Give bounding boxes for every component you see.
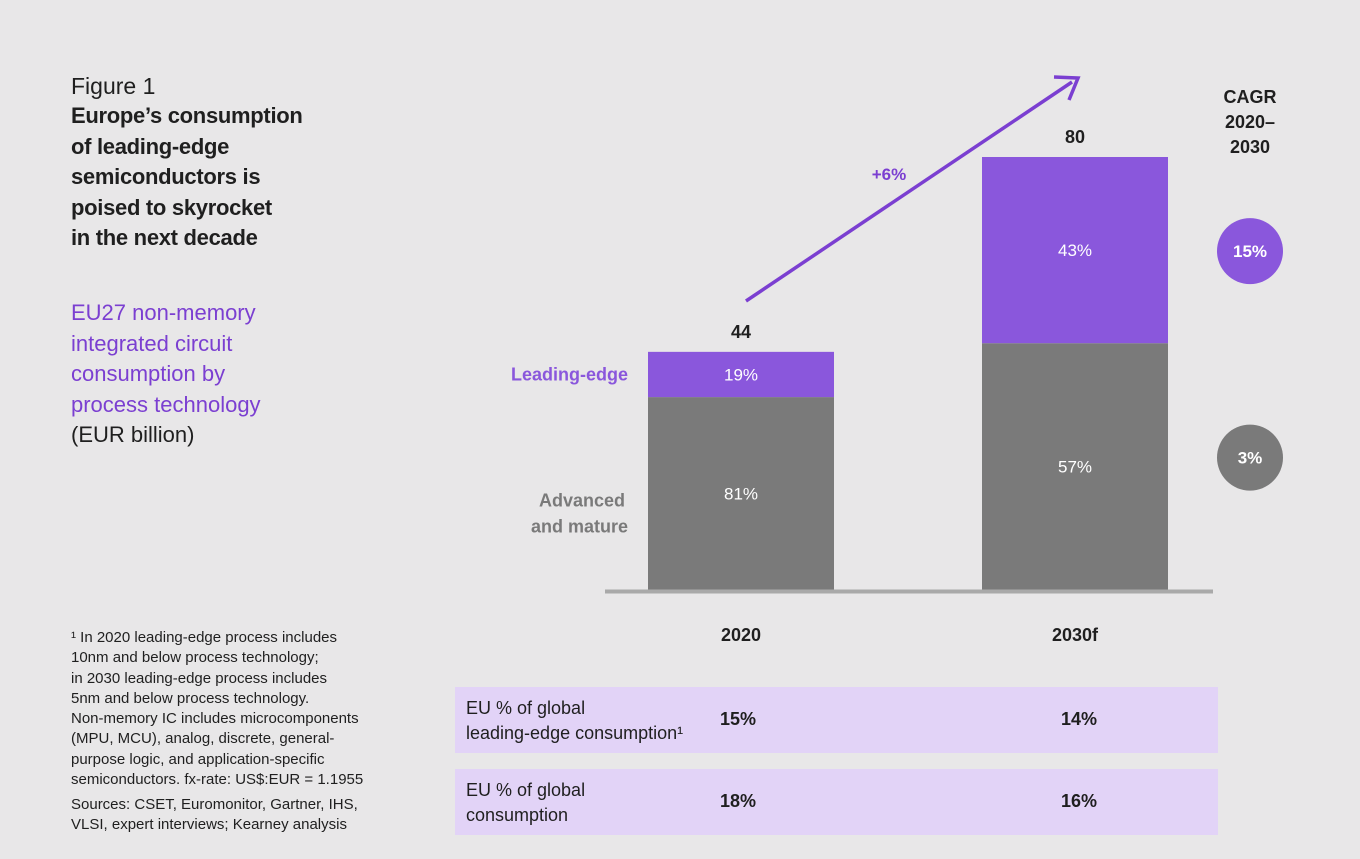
share-label-advanced: 57% <box>1058 458 1092 477</box>
bar-leading-2030f <box>982 157 1168 344</box>
title-line: Europe’s consumption <box>71 103 303 128</box>
row-label-line: leading-edge consumption¹ <box>466 723 684 743</box>
figure-title: Europe’s consumption of leading-edge sem… <box>71 101 371 254</box>
sources-line: VLSI, expert interviews; Kearney analysi… <box>71 816 347 834</box>
footnote-line: 5nm and below process technology. <box>71 689 310 707</box>
figure-label: Figure 1 <box>71 73 156 99</box>
bar-advanced-2030f <box>982 343 1168 590</box>
row-label-line: consumption <box>466 805 569 825</box>
legend-leading-edge: Leading-edge <box>511 364 628 384</box>
footnote-line: in 2030 leading-edge process includes <box>71 669 328 687</box>
title-line: poised to skyrocket <box>71 194 272 220</box>
cagr-value-advanced: 3% <box>1238 449 1263 468</box>
table-row: EU % of global leading-edge consumption¹… <box>455 687 1218 753</box>
title-line: of leading-edge <box>71 133 230 159</box>
share-label-advanced: 81% <box>724 485 758 504</box>
legend-advanced: Advanced <box>539 491 625 511</box>
chart-subtitle: EU27 non-memory integrated circuit consu… <box>71 298 371 451</box>
sources-note: Sources: CSET, Euromonitor, Gartner, IHS… <box>71 795 401 836</box>
cagr-badge-advanced <box>1217 424 1283 491</box>
bar-total-label: 44 <box>731 322 751 342</box>
growth-label: +6% <box>872 165 907 184</box>
share-label-leading: 19% <box>724 365 758 384</box>
cagr-title: 2030 <box>1230 137 1270 157</box>
row-value-2030f: 14% <box>1061 709 1098 729</box>
row-value-2020: 18% <box>720 791 757 811</box>
cagr-title: CAGR <box>1224 87 1277 107</box>
growth-arrow-line <box>745 80 1073 303</box>
row-value-2030f: 16% <box>1061 791 1098 811</box>
cagr-value-leading: 15% <box>1233 242 1267 261</box>
subtitle-line: integrated circuit <box>71 330 233 356</box>
growth-arrow-head <box>1053 75 1081 101</box>
title-line: semiconductors is <box>71 164 261 189</box>
title-line: in the next decade <box>71 225 258 250</box>
subtitle-line: EU27 non-memory <box>71 300 256 325</box>
cagr-badge-leading <box>1217 218 1283 285</box>
subtitle-line: consumption by <box>71 361 226 386</box>
category-label: 2020 <box>721 625 761 645</box>
bar-total-label: 80 <box>1065 127 1085 147</box>
share-label-leading: 43% <box>1058 241 1092 260</box>
row-value-2020: 15% <box>720 709 757 729</box>
row-label-line: EU % of global <box>466 698 586 718</box>
footnote-line: Non-memory IC includes microcomponents <box>71 710 359 728</box>
row-label-line: EU % of global <box>466 780 586 800</box>
bar-advanced-2020 <box>648 397 834 590</box>
sources-line: Sources: CSET, Euromonitor, Gartner, IHS… <box>71 796 358 813</box>
footnote-line: 10nm and below process technology; <box>71 649 319 667</box>
footnote: ¹ In 2020 leading-edge process includes … <box>71 628 401 790</box>
row-label: EU % of global consumption <box>466 778 585 828</box>
bar-leading-2020 <box>648 351 834 398</box>
unit-label: (EUR billion) <box>71 422 195 447</box>
footnote-line: ¹ In 2020 leading-edge process includes <box>71 629 338 646</box>
footnote-line: purpose logic, and application-specific <box>71 750 325 768</box>
subtitle-line: process technology <box>71 391 261 417</box>
legend-advanced: and mature <box>531 517 628 537</box>
category-label: 2030f <box>1052 625 1099 645</box>
row-label: EU % of global leading-edge consumption¹ <box>466 696 683 746</box>
table-row: EU % of global consumption 18% 16% <box>455 769 1218 835</box>
footnote-line: (MPU, MCU), analog, discrete, general- <box>71 730 335 748</box>
footnote-line: semiconductors. fx-rate: US$:EUR = 1.195… <box>71 771 364 789</box>
cagr-title: 2020– <box>1225 112 1275 132</box>
